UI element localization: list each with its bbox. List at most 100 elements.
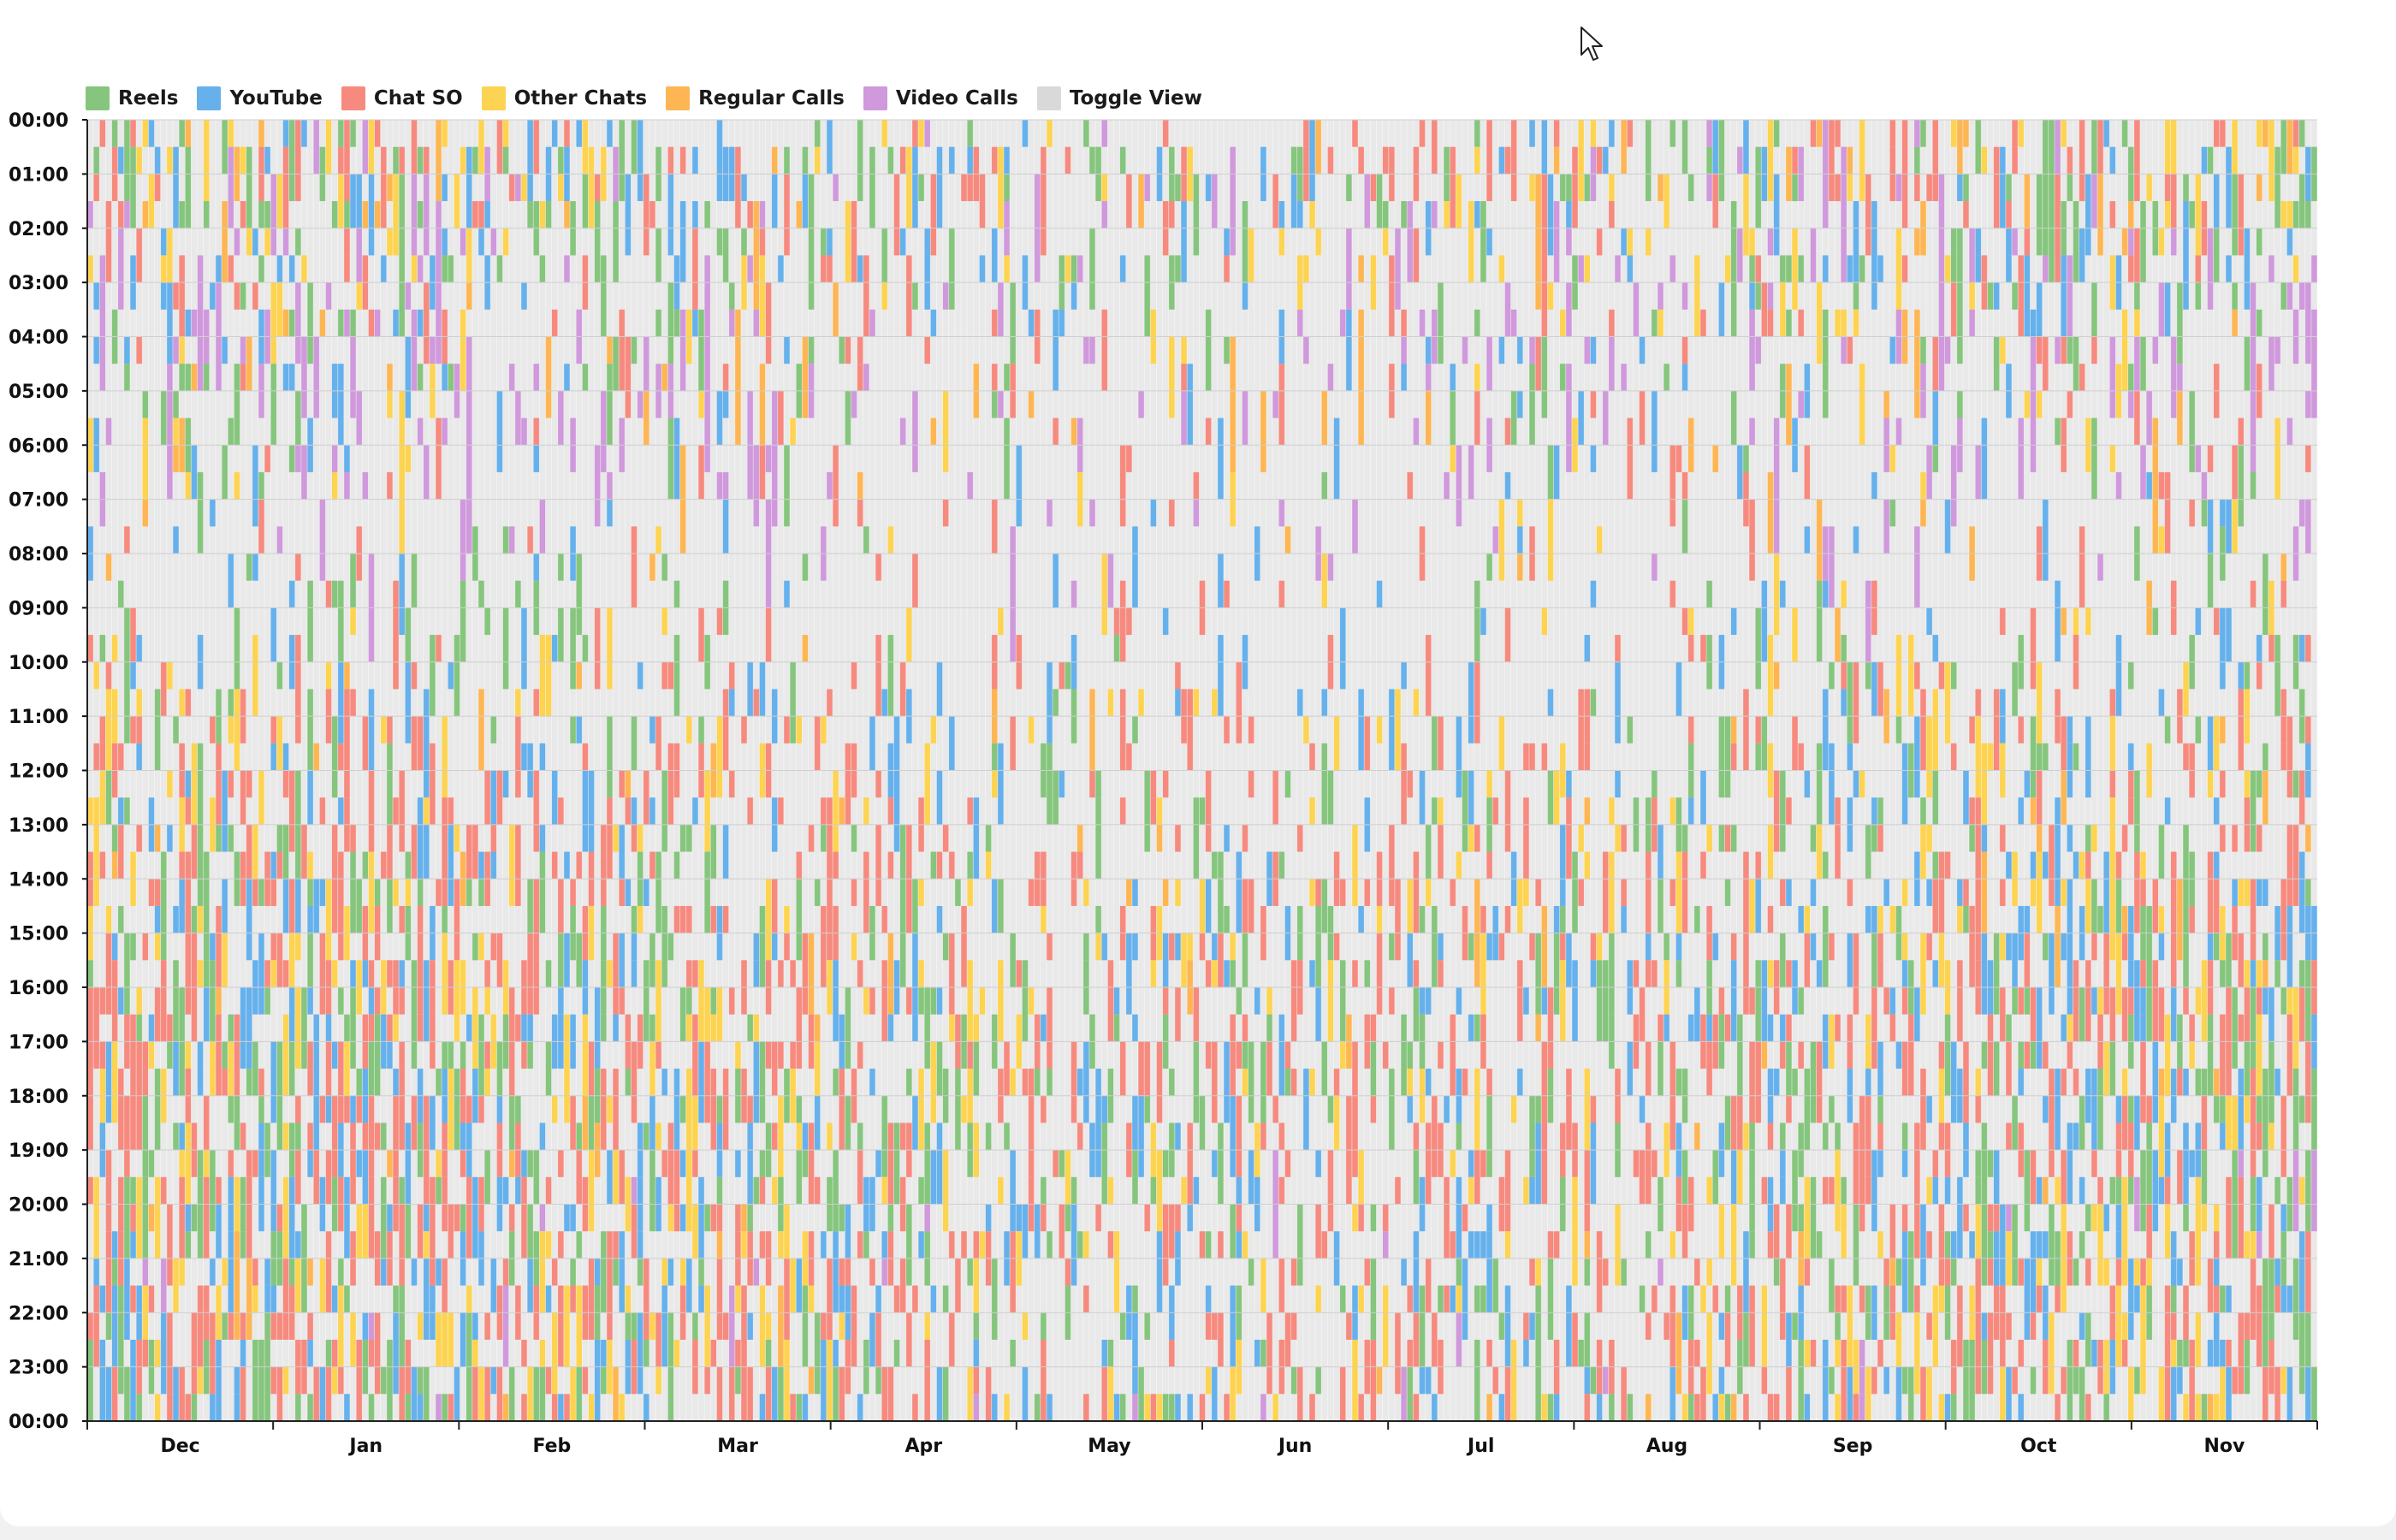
heatmap-cell	[228, 1041, 234, 1096]
heatmap-cell	[2012, 1204, 2019, 1232]
heatmap-cell	[1706, 1258, 1713, 1286]
heatmap-cell	[1272, 770, 1279, 825]
heatmap-cell	[1730, 716, 1737, 743]
heatmap-cell	[2207, 1339, 2214, 1367]
heatmap-cell	[2079, 1176, 2085, 1205]
heatmap-cell	[1859, 1095, 1865, 1151]
heatmap-cell	[282, 1258, 289, 1340]
heatmap-cell	[496, 1041, 503, 1096]
heatmap-cell	[1456, 201, 1462, 228]
heatmap-cell	[1321, 879, 1328, 933]
heatmap-cell	[93, 1176, 100, 1259]
heatmap-cell	[911, 554, 918, 608]
legend-item-regular-calls[interactable]: Regular Calls	[666, 86, 845, 110]
heatmap-cell	[429, 743, 436, 825]
heatmap-cell	[2158, 1176, 2165, 1205]
heatmap-cell	[2298, 960, 2305, 987]
heatmap-cell	[1669, 120, 1676, 147]
heatmap-cell	[1944, 1014, 1951, 1096]
heatmap-cell	[1076, 824, 1083, 852]
heatmap-cell	[1975, 255, 1982, 283]
heatmap-cell	[1565, 201, 1572, 228]
heatmap-cell	[1773, 418, 1780, 554]
heatmap-cell	[179, 1150, 186, 1177]
heatmap-cell	[796, 1041, 803, 1069]
heatmap-cell	[1315, 1285, 1322, 1313]
heatmap-cell	[661, 661, 668, 690]
heatmap-cell	[2213, 1069, 2220, 1096]
heatmap-cell	[613, 824, 620, 852]
heatmap-cell	[545, 201, 552, 228]
heatmap-cell	[1456, 987, 1462, 1015]
heatmap-cell	[1431, 905, 1438, 987]
heatmap-cell	[484, 1150, 491, 1205]
heatmap-cell	[2109, 445, 2116, 472]
heatmap-cell	[148, 120, 155, 147]
heatmap-cell	[905, 1312, 912, 1367]
heatmap-cell	[1590, 1122, 1597, 1205]
heatmap-cell	[2005, 228, 2013, 256]
heatmap-cell	[1932, 1150, 1939, 1177]
heatmap-cell	[851, 1285, 857, 1367]
heatmap-cell	[154, 1176, 161, 1259]
heatmap-cell	[1847, 174, 1853, 202]
heatmap-cell	[1236, 851, 1242, 933]
heatmap-cell	[631, 960, 638, 987]
heatmap-cell	[331, 1095, 338, 1177]
heatmap-cell	[1584, 1231, 1591, 1259]
heatmap-cell	[2213, 1231, 2220, 1259]
heatmap-cell	[240, 282, 246, 310]
heatmap-cell	[2091, 336, 2097, 364]
heatmap-cell	[582, 743, 589, 771]
legend-item-other-chats[interactable]: Other Chats	[481, 86, 647, 110]
heatmap-cell	[1675, 851, 1682, 933]
heatmap-cell	[1413, 1312, 1420, 1367]
heatmap-cell	[477, 879, 485, 906]
heatmap-cell	[1437, 824, 1444, 880]
heatmap-cell	[1101, 554, 1108, 636]
toggle-view-button[interactable]: Toggle View	[1036, 86, 1202, 110]
heatmap-cell	[222, 336, 228, 364]
heatmap-cell	[1290, 1069, 1297, 1096]
heatmap-cell	[417, 1366, 424, 1395]
heatmap-cell	[1046, 933, 1053, 961]
heatmap-cell	[979, 987, 986, 1015]
heatmap-cell	[1486, 1069, 1493, 1096]
heatmap-cell	[2042, 499, 2049, 581]
heatmap-cell	[1950, 120, 1957, 147]
heatmap-cell	[2146, 1095, 2153, 1123]
heatmap-cell	[973, 1041, 980, 1096]
heatmap-cell	[594, 445, 601, 527]
heatmap-cell	[2201, 471, 2208, 500]
heatmap-cell	[582, 146, 589, 175]
heatmap-cell	[1687, 1394, 1694, 1421]
heatmap-cell	[1296, 689, 1303, 717]
heatmap-cell	[649, 554, 655, 581]
legend-item-youtube[interactable]: YouTube	[197, 86, 323, 110]
heatmap-cell	[796, 1095, 803, 1123]
heatmap-cell	[392, 146, 400, 175]
heatmap-cell	[1376, 1366, 1383, 1395]
heatmap-cell	[1541, 905, 1548, 987]
heatmap-cell	[1088, 499, 1096, 527]
heatmap-cell	[1608, 933, 1615, 1015]
heatmap-cell	[2164, 1339, 2171, 1367]
heatmap-cell	[276, 1312, 283, 1340]
heatmap-cell	[1376, 905, 1383, 933]
heatmap-cell	[2256, 1122, 2263, 1151]
heatmap-cell	[1693, 255, 1700, 337]
heatmap-cell	[979, 255, 986, 283]
heatmap-cell	[1125, 174, 1132, 228]
y-tick-label: 11:00	[9, 707, 68, 728]
legend-item-reels[interactable]: Reels	[86, 86, 178, 110]
heatmap-cell	[710, 905, 717, 933]
legend-item-video-calls[interactable]: Video Calls	[863, 86, 1018, 110]
heatmap-cell	[215, 824, 222, 852]
legend-item-chat-so[interactable]: Chat SO	[341, 86, 463, 110]
heatmap-cell	[814, 716, 821, 771]
heatmap-cell	[1993, 146, 2000, 228]
heatmap-cell	[1932, 120, 1939, 202]
heatmap-cell	[399, 905, 406, 933]
heatmap-cell	[857, 1041, 863, 1069]
heatmap-cell	[484, 960, 491, 987]
